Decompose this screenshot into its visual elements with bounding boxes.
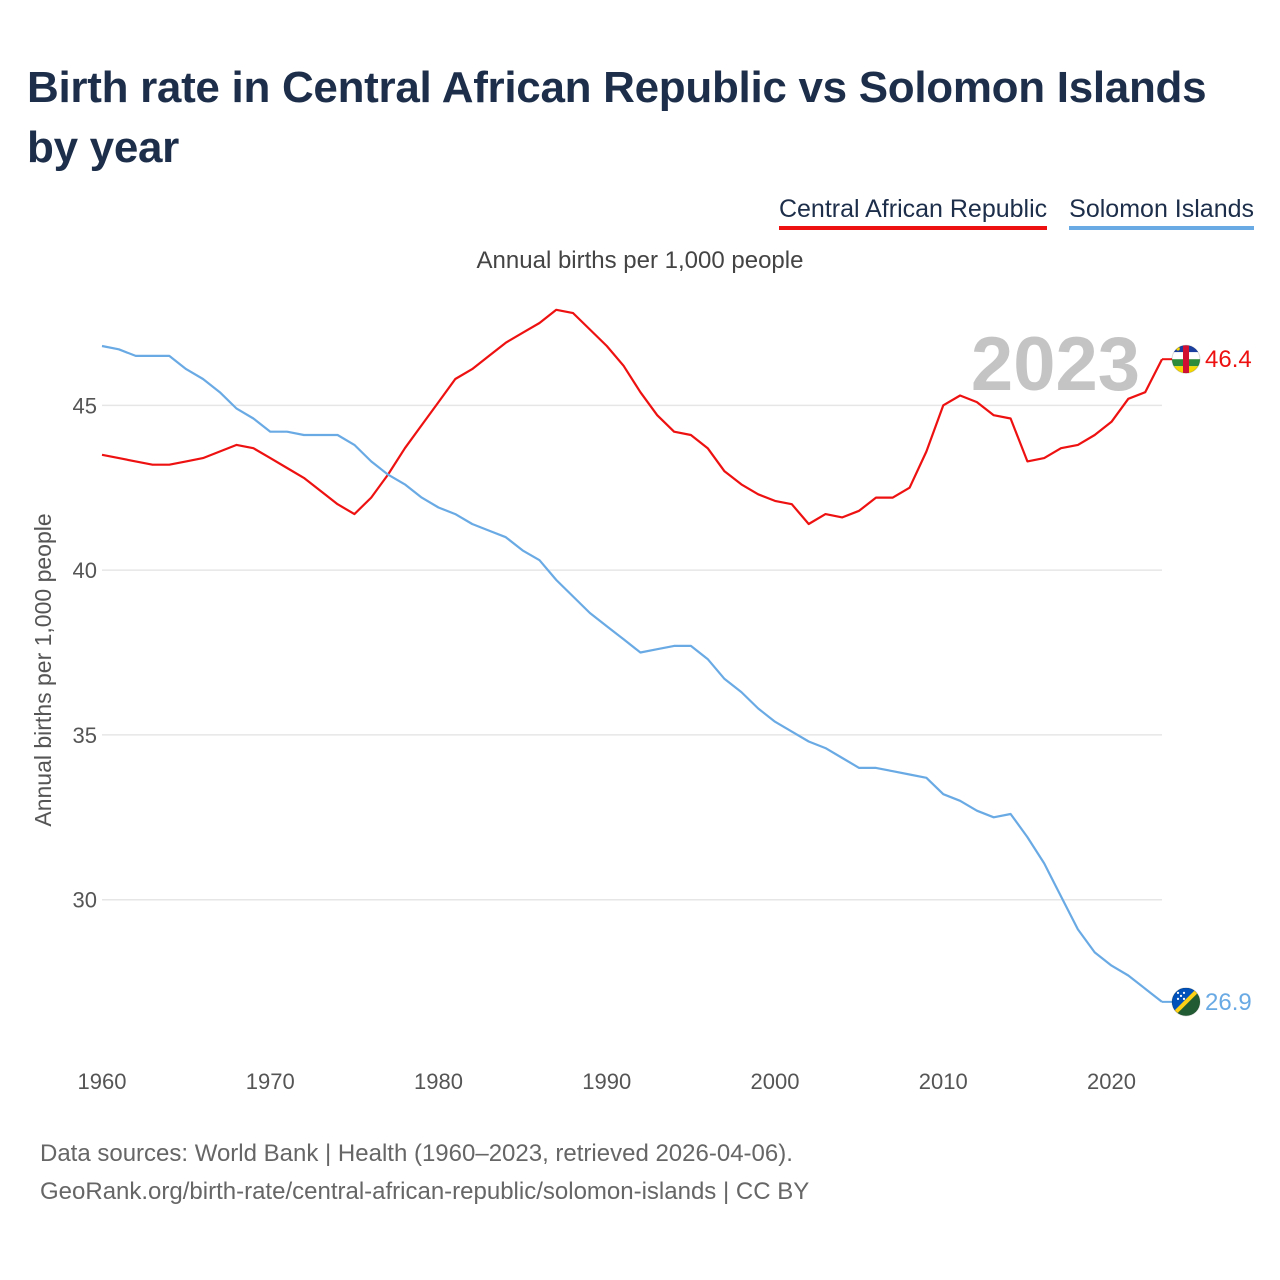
legend-item-solomon-islands[interactable]: Solomon Islands <box>1069 195 1254 230</box>
grid-lines <box>102 404 1162 901</box>
series-line-central-african-republic <box>101 308 1163 526</box>
source-line-1: Data sources: World Bank | Health (1960–… <box>40 1140 793 1167</box>
solomon-islands-flag-icon <box>1172 987 1200 1016</box>
x-tick-label: 1960 <box>78 1069 127 1094</box>
x-tick-label: 1990 <box>582 1069 631 1094</box>
y-tick-label: 35 <box>73 723 97 748</box>
y-axis-label: Annual births per 1,000 people <box>30 513 56 826</box>
x-tick-label: 2020 <box>1087 1069 1136 1094</box>
end-value-label-central-african-republic: 46.4 <box>1205 346 1252 373</box>
x-tick-label: 1980 <box>414 1069 463 1094</box>
x-tick-label: 2010 <box>919 1069 968 1094</box>
y-tick-label: 45 <box>73 393 97 418</box>
y-tick-label: 30 <box>73 888 97 913</box>
y-tick-label: 40 <box>73 558 97 583</box>
series-line-solomon-islands <box>101 344 1163 1003</box>
x-tick-label: 2000 <box>751 1069 800 1094</box>
series-end-markers: 46.4 26.9 <box>1162 344 1252 1017</box>
source-line-2[interactable]: GeoRank.org/birth-rate/central-african-r… <box>40 1178 810 1205</box>
legend: Central African Republic Solomon Islands <box>778 195 1254 230</box>
year-display: 2023 <box>971 322 1140 407</box>
legend-item-central-african-republic[interactable]: Central African Republic <box>778 195 1048 230</box>
chart-subtitle: Annual births per 1,000 people <box>476 247 804 274</box>
chart-title: Birth rate in Central African Republic v… <box>27 63 1207 172</box>
x-tick-label: 1970 <box>246 1069 295 1094</box>
x-axis-ticks: 1960 1970 1980 1990 2000 2010 2020 <box>78 1069 1136 1094</box>
series-lines <box>101 308 1163 1003</box>
central-african-republic-flag-icon <box>1172 345 1200 374</box>
y-axis-ticks: 30 35 40 45 <box>73 393 97 912</box>
end-value-label-solomon-islands: 26.9 <box>1205 989 1252 1016</box>
source-note: Data sources: World Bank | Health (1960–… <box>40 1135 809 1211</box>
